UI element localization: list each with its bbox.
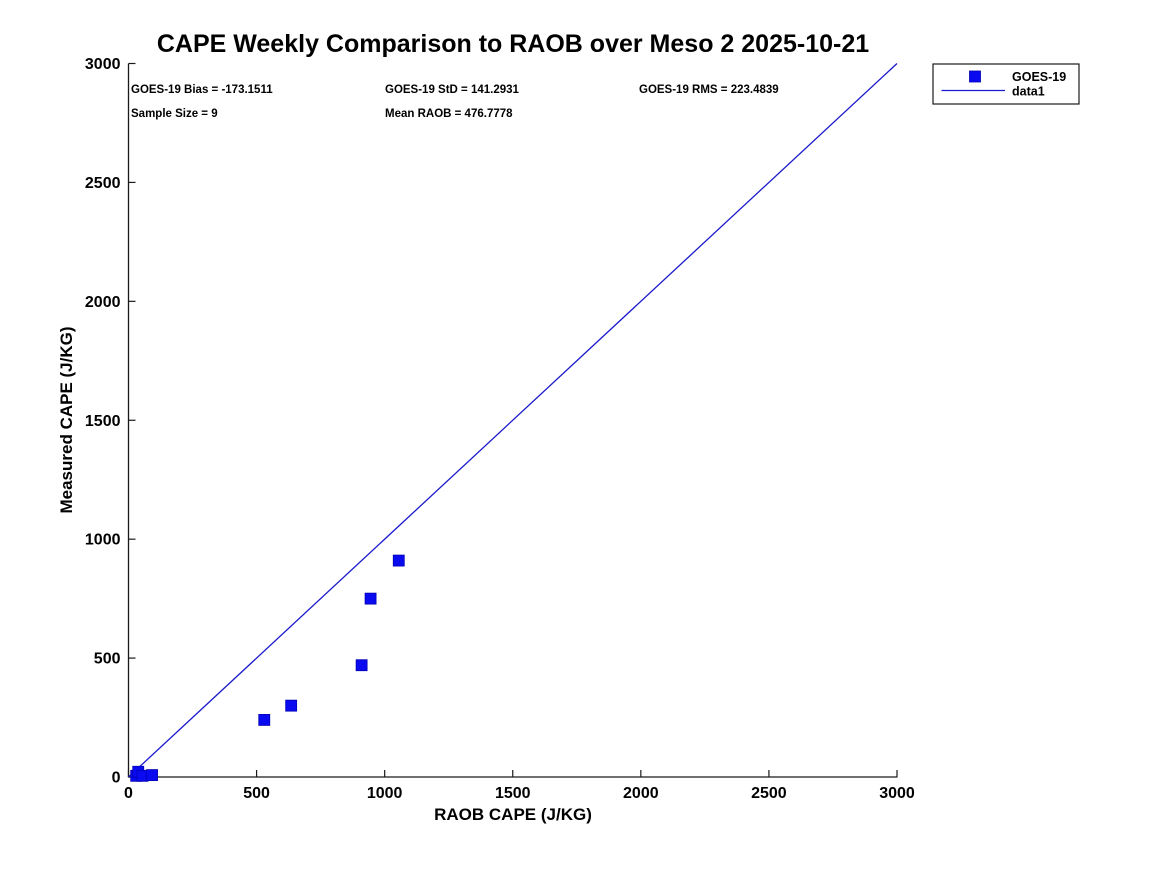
x-tick-label: 3000 <box>879 785 915 802</box>
scatter-points <box>130 554 405 782</box>
data-point <box>392 554 405 567</box>
y-axis-label: Measured CAPE (J/KG) <box>57 326 76 513</box>
legend: GOES-19 data1 <box>932 63 1080 105</box>
data-point <box>355 659 368 672</box>
data-point <box>364 592 377 605</box>
y-axis-ticks: 0 500 1000 1500 2000 2500 3000 <box>85 56 136 787</box>
x-axis-ticks: 0 500 1000 1500 2000 2500 3000 <box>124 770 915 802</box>
stat-bias: GOES-19 Bias = -173.1511 <box>131 84 273 96</box>
x-tick-label: 0 <box>124 785 133 802</box>
y-tick-label: 1500 <box>85 413 121 430</box>
x-tick-label: 2500 <box>751 785 787 802</box>
y-tick-label: 1000 <box>85 532 121 549</box>
x-tick-label: 500 <box>243 785 270 802</box>
stat-sample-size: Sample Size = 9 <box>131 108 218 120</box>
y-tick-label: 2500 <box>85 175 121 192</box>
x-tick-label: 2000 <box>623 785 659 802</box>
x-tick-label: 1000 <box>367 785 403 802</box>
y-tick-label: 0 <box>112 770 121 787</box>
data-point <box>285 699 298 712</box>
legend-marker-square-icon <box>969 70 981 83</box>
y-tick-label: 500 <box>94 651 121 668</box>
legend-box <box>932 63 1080 105</box>
x-axis-label: RAOB CAPE (J/KG) <box>434 805 592 824</box>
stat-std: GOES-19 StD = 141.2931 <box>385 84 520 96</box>
legend-line-label: data1 <box>1012 85 1045 99</box>
reference-line <box>128 63 898 778</box>
stat-mean-raob: Mean RAOB = 476.7778 <box>385 108 513 120</box>
x-tick-label: 1500 <box>495 785 531 802</box>
data-point <box>146 769 158 781</box>
y-tick-label: 2000 <box>85 294 121 311</box>
chart-title: CAPE Weekly Comparison to RAOB over Meso… <box>157 30 869 58</box>
y-tick-label: 3000 <box>85 56 121 73</box>
legend-marker-label: GOES-19 <box>1012 70 1066 84</box>
data-point <box>258 714 271 726</box>
stat-rms: GOES-19 RMS = 223.4839 <box>639 84 779 96</box>
